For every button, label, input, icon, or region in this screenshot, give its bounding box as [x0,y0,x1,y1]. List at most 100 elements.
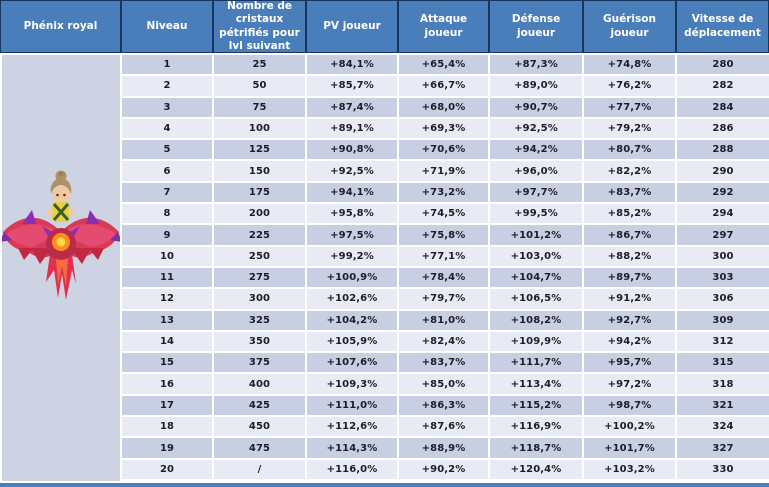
table-cell: 321 [677,395,769,418]
table-cell: +65,4% [399,55,490,77]
table-cell: +97,7% [490,182,584,205]
table-cell: +104,2% [307,310,399,332]
column-header-defense-joueur: Défense joueur [490,1,584,52]
table-cell: +106,5% [490,289,584,311]
table-cell: +82,4% [399,331,490,354]
table-cell: +68,0% [399,97,490,119]
table-row: 16 400 +109,3% +85,0% +113,4% +97,2% 318 [122,374,769,396]
table-cell: +86,7% [584,225,677,247]
table-row: 10 250 +99,2% +77,1% +103,0% +88,2% 300 [122,246,769,268]
table-cell: 225 [214,225,307,247]
table-cell: 300 [214,289,307,311]
table-cell: +70,6% [399,140,490,162]
table-cell: +89,7% [584,267,677,290]
table-cell: +91,2% [584,289,677,311]
table-cell: +94,2% [490,140,584,162]
table-cell: 290 [677,161,769,183]
table-cell: 11 [122,267,214,290]
table-cell: +86,3% [399,395,490,418]
table-cell: +102,6% [307,289,399,311]
table-cell: +83,7% [399,353,490,375]
column-header-vitesse-deplacement: Vitesse de déplacement [677,1,768,52]
table-cell: +101,7% [584,438,677,460]
table-cell: +109,9% [490,331,584,354]
table-cell: 125 [214,140,307,162]
table-cell: 282 [677,76,769,98]
column-header-guerison-joueur: Guérison joueur [584,1,677,52]
table-row: 3 75 +87,4% +68,0% +90,7% +77,7% 284 [122,97,769,119]
table-cell: +85,7% [307,76,399,98]
table-cell: 16 [122,374,214,396]
table-cell: 450 [214,417,307,439]
table-cell: 2 [122,76,214,98]
table-cell: 303 [677,267,769,290]
column-header-pv-joueur: PV joueur [307,1,399,52]
table-cell: 15 [122,353,214,375]
table-cell: 13 [122,310,214,332]
table-cell: +89,1% [307,118,399,141]
table-cell: +76,2% [584,76,677,98]
table-cell: 327 [677,438,769,460]
table-cell: +99,5% [490,204,584,226]
table-rows: 1 25 +84,1% +65,4% +87,3% +74,8% 280 2 50 +85,7% +… [122,53,769,481]
table-cell: 12 [122,289,214,311]
table-cell: +99,2% [307,246,399,268]
table-cell: +89,0% [490,76,584,98]
table-cell: +94,1% [307,182,399,205]
table-cell: +109,3% [307,374,399,396]
table-cell: 318 [677,374,769,396]
table-row: 13 325 +104,2% +81,0% +108,2% +92,7% 309 [122,310,769,332]
table-cell: +120,4% [490,459,584,481]
table-row: 9 225 +97,5% +75,8% +101,2% +86,7% 297 [122,225,769,247]
table-cell: +104,7% [490,267,584,290]
table-cell: 4 [122,118,214,141]
table-footer-bar [0,481,769,487]
table-cell: 425 [214,395,307,418]
table-cell: 280 [677,55,769,77]
table-cell: 292 [677,182,769,205]
table-cell: +115,2% [490,395,584,418]
table-cell: +92,7% [584,310,677,332]
table-cell: 288 [677,140,769,162]
column-header-cristaux: Nombre de cristaux pétrifiés pour lvl su… [214,1,307,52]
table-cell: +78,4% [399,267,490,290]
table-cell: 330 [677,459,769,481]
table-row: 12 300 +102,6% +79,7% +106,5% +91,2% 306 [122,289,769,311]
table-cell: +96,0% [490,161,584,183]
table-cell: +116,0% [307,459,399,481]
table-cell: +90,7% [490,97,584,119]
table-cell: +69,3% [399,118,490,141]
table-cell: +108,2% [490,310,584,332]
table-cell: +87,6% [399,417,490,439]
table-cell: +95,7% [584,353,677,375]
table-cell: +97,2% [584,374,677,396]
table-cell: +82,2% [584,161,677,183]
table-cell: 6 [122,161,214,183]
table-row: 1 25 +84,1% +65,4% +87,3% +74,8% 280 [122,55,769,77]
table-cell: 350 [214,331,307,354]
column-header-attaque-joueur: Attaque joueur [399,1,490,52]
table-cell: +85,2% [584,204,677,226]
table-cell: 324 [677,417,769,439]
table-cell: 286 [677,118,769,141]
table-cell: +92,5% [307,161,399,183]
column-header-niveau: Niveau [122,1,214,52]
table-cell: 250 [214,246,307,268]
column-header-phenix-royal: Phénix royal [1,1,122,52]
table-cell: +71,9% [399,161,490,183]
table-row: 11 275 +100,9% +78,4% +104,7% +89,7% 303 [122,267,769,290]
table-cell: +112,6% [307,417,399,439]
table-row: 18 450 +112,6% +87,6% +116,9% +100,2% 324 [122,417,769,439]
table-cell: +84,1% [307,55,399,77]
table-row: 5 125 +90,8% +70,6% +94,2% +80,7% 288 [122,140,769,162]
table-row: 19 475 +114,3% +88,9% +118,7% +101,7% 327 [122,438,769,460]
table-cell: 3 [122,97,214,119]
table-cell: +118,7% [490,438,584,460]
table-cell: 9 [122,225,214,247]
table-cell: +116,9% [490,417,584,439]
table-cell: +79,2% [584,118,677,141]
table-cell: 284 [677,97,769,119]
table-cell: 475 [214,438,307,460]
table-body: 1 25 +84,1% +65,4% +87,3% +74,8% 280 2 50 +85,7% +… [0,53,769,481]
table-cell: +74,8% [584,55,677,77]
